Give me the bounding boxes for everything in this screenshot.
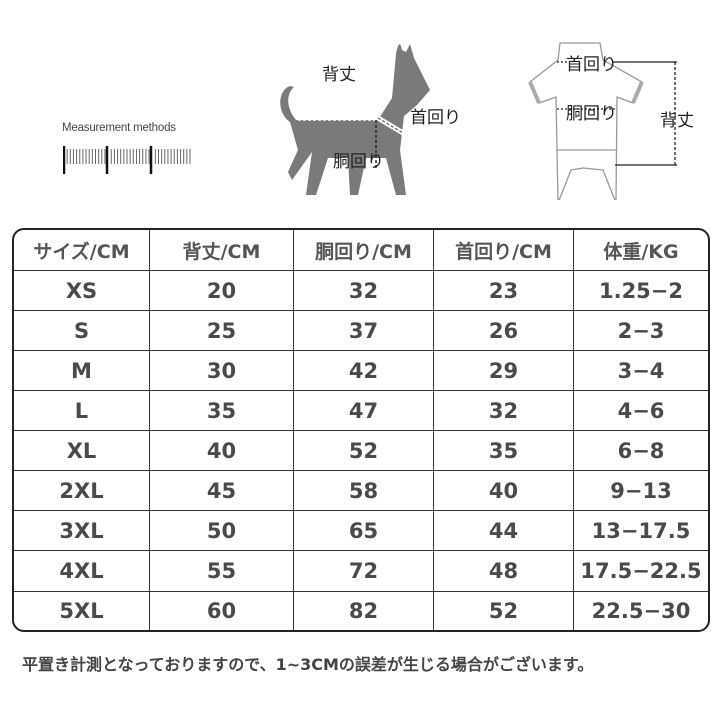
dog-diagram	[280, 44, 430, 195]
table-cell: 30	[150, 351, 294, 392]
table-cell: 50	[150, 511, 294, 552]
table-cell: 17.5−22.5	[574, 551, 708, 592]
table-cell: 52	[294, 431, 434, 472]
table-cell: XS	[14, 271, 150, 312]
dog-silhouette	[280, 44, 430, 195]
table-cell: 2XL	[14, 471, 150, 512]
table-cell: 29	[434, 351, 574, 392]
table-cell: 37	[294, 311, 434, 352]
table-cell: 4−6	[574, 391, 708, 432]
table-cell: 47	[294, 391, 434, 432]
table-row: 3XL 50 65 44 13−17.5	[14, 511, 708, 552]
table-cell: 20	[150, 271, 294, 312]
table-cell: 60	[150, 591, 294, 630]
garment-back-length-label: 背丈	[660, 111, 694, 131]
table-header-row: サイズ/CM 背丈/CM 胴回り/CM 首回り/CM 体重/KG	[14, 230, 708, 271]
column-header: 背丈/CM	[150, 230, 294, 271]
table-cell: 26	[434, 311, 574, 352]
table-row: 4XL 55 72 48 17.5−22.5	[14, 551, 708, 592]
dog-neck-label: 首回り	[410, 108, 461, 128]
garment-chest-label: 胴回り	[566, 104, 617, 124]
table-cell: 82	[294, 591, 434, 630]
table-cell: 72	[294, 551, 434, 592]
measurement-note: 平置き計測となっておりますので、1~3CMの誤差が生じる場合がございます。	[22, 655, 594, 674]
column-header: 体重/KG	[574, 230, 708, 271]
table-cell: 35	[434, 431, 574, 472]
table-cell: 52	[434, 591, 574, 630]
measurement-methods-label: Measurement methods	[62, 122, 176, 134]
table-cell: S	[14, 311, 150, 352]
table-row: M 30 42 29 3−4	[14, 351, 708, 392]
table-row: XS 20 32 23 1.25−2	[14, 271, 708, 312]
table-cell: 3−4	[574, 351, 708, 392]
table-cell: 32	[294, 271, 434, 312]
table-row: 5XL 60 82 52 22.5−30	[14, 591, 708, 630]
column-header: 胴回り/CM	[294, 230, 434, 271]
ruler-icon	[63, 146, 191, 174]
table-cell: 3XL	[14, 511, 150, 552]
table-cell: 48	[434, 551, 574, 592]
table-row: XL 40 52 35 6−8	[14, 431, 708, 472]
table-cell: 1.25−2	[574, 271, 708, 312]
table-cell: 32	[434, 391, 574, 432]
table-cell: 6−8	[574, 431, 708, 472]
size-table: サイズ/CM 背丈/CM 胴回り/CM 首回り/CM 体重/KG XS 20 32 23 1.2…	[12, 228, 710, 632]
table-cell: 42	[294, 351, 434, 392]
table-cell: 2−3	[574, 311, 708, 352]
table-cell: XL	[14, 431, 150, 472]
table-row: S 25 37 26 2−3	[14, 311, 708, 352]
garment-neck-label: 首回り	[566, 55, 617, 75]
dog-chest-label: 胴回り	[333, 152, 384, 172]
dog-back-length-label: 背丈	[322, 65, 356, 85]
table-cell: 45	[150, 471, 294, 512]
table-cell: 4XL	[14, 551, 150, 592]
table-cell: 40	[150, 431, 294, 472]
table-cell: 23	[434, 271, 574, 312]
table-cell: 58	[294, 471, 434, 512]
table-cell: L	[14, 391, 150, 432]
table-cell: 22.5−30	[591, 598, 691, 623]
table-cell: 13−17.5	[574, 511, 708, 552]
table-cell: 25	[150, 311, 294, 352]
column-header: サイズ/CM	[14, 230, 150, 271]
garment-diagram	[528, 42, 677, 200]
table-cell: 65	[294, 511, 434, 552]
table-row: 2XL 45 58 40 9−13	[14, 471, 708, 512]
column-header: 首回り/CM	[434, 230, 574, 271]
table-row: L 35 47 32 4−6	[14, 391, 708, 432]
table-cell: M	[14, 351, 150, 392]
table-cell: 9−13	[574, 471, 708, 512]
table-cell: 44	[434, 511, 574, 552]
table-cell: 55	[150, 551, 294, 592]
table-cell: 5XL	[14, 591, 150, 630]
table-cell: 40	[434, 471, 574, 512]
table-cell: 35	[150, 391, 294, 432]
